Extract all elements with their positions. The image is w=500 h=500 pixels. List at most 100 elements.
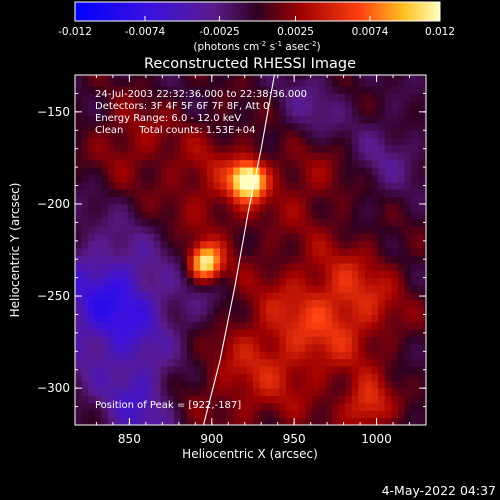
image-pixel [417,262,425,271]
image-pixel [114,233,122,242]
image-pixel [239,285,247,293]
image-pixel [259,75,267,80]
image-pixel [338,292,346,301]
image-pixel [299,380,307,389]
image-pixel [351,130,359,139]
image-pixel [88,255,96,264]
image-pixel [127,145,135,153]
image-pixel [318,402,326,411]
image-pixel [384,93,392,102]
image-pixel [101,366,109,374]
image-pixel [220,152,227,161]
image-pixel [147,233,155,242]
image-pixel [404,108,412,116]
colorbar-units: (photons cm-2 s-1 asec-2) [193,40,320,53]
image-pixel [365,93,373,102]
image-pixel [213,174,221,183]
image-pixel [173,145,181,153]
image-pixel [94,351,102,360]
image-pixel [121,137,129,146]
image-pixel [220,373,227,382]
image-pixel [206,358,214,367]
image-pixel [88,218,96,227]
image-pixel [305,329,313,337]
image-pixel [75,130,82,139]
image-pixel [404,196,412,205]
image-pixel [378,277,386,286]
image-pixel [332,159,340,168]
image-pixel [266,75,274,80]
image-pixel [233,86,241,94]
image-pixel [180,380,188,389]
image-pixel [332,100,340,109]
image-pixel [154,307,162,315]
image-pixel [404,137,412,146]
image-pixel [384,329,392,337]
image-pixel [365,152,373,161]
image-pixel [134,395,142,404]
image-pixel [173,196,181,205]
image-pixel [121,226,129,234]
image-pixel [266,203,274,212]
image-pixel [88,137,96,146]
image-pixel [411,100,419,109]
image-pixel [365,226,373,234]
image-pixel [173,366,181,374]
image-pixel [94,395,102,404]
image-pixel [338,388,346,396]
image-pixel [378,137,386,146]
image-pixel [378,292,386,301]
image-pixel [325,226,333,234]
image-pixel [305,122,313,131]
image-pixel [187,373,195,382]
image-pixel [193,351,201,360]
image-pixel [285,100,293,109]
image-pixel [88,270,96,279]
image-pixel [246,336,254,345]
image-pixel [75,75,82,80]
image-pixel [134,417,142,425]
image-pixel [371,336,379,345]
image-pixel [200,152,208,161]
image-pixel [378,211,386,220]
image-pixel [266,366,274,374]
image-pixel [160,181,168,190]
image-pixel [378,299,386,308]
image-pixel [312,226,320,234]
image-pixel [206,78,214,87]
image-pixel [127,329,135,337]
image-pixel [167,417,175,425]
image-pixel [411,417,419,425]
image-pixel [160,167,168,175]
image-pixel [391,395,399,404]
image-pixel [259,277,267,286]
image-pixel [371,78,379,87]
image-pixel [358,373,366,382]
image-pixel [332,366,340,374]
image-pixel [246,181,254,190]
image-pixel [279,255,287,264]
image-pixel [213,314,221,323]
image-pixel [101,218,109,227]
image-pixel [200,181,208,190]
image-pixel [285,380,293,389]
image-pixel [107,196,115,205]
image-pixel [88,417,96,425]
image-pixel [233,189,241,197]
image-pixel [134,373,142,382]
image-pixel [325,366,333,374]
image-pixel [187,108,195,116]
image-pixel [365,255,373,264]
image-pixel [285,410,293,419]
image-pixel [397,388,405,396]
image-pixel [411,270,419,279]
image-pixel [121,174,129,183]
image-pixel [259,167,267,175]
image-pixel [193,130,201,139]
image-pixel [233,93,241,102]
image-pixel [318,240,326,249]
image-pixel [332,203,340,212]
image-pixel [292,343,300,352]
image-pixel [193,115,201,124]
image-pixel [358,145,366,153]
